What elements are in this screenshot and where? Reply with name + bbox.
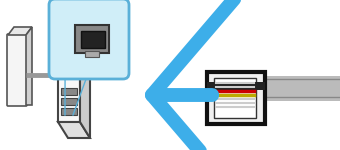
FancyBboxPatch shape [7, 34, 27, 106]
Polygon shape [8, 27, 32, 35]
Bar [61, 98, 77, 105]
Bar [61, 108, 77, 115]
Polygon shape [58, 122, 90, 138]
Bar [58, 12, 80, 122]
Bar [207, 82, 265, 90]
Polygon shape [26, 27, 32, 105]
FancyBboxPatch shape [49, 0, 129, 79]
Bar [75, 25, 109, 53]
Bar [81, 31, 105, 48]
Bar [207, 72, 265, 124]
Bar [214, 78, 256, 118]
Bar [85, 51, 99, 57]
Bar [61, 88, 77, 95]
Polygon shape [80, 12, 90, 138]
